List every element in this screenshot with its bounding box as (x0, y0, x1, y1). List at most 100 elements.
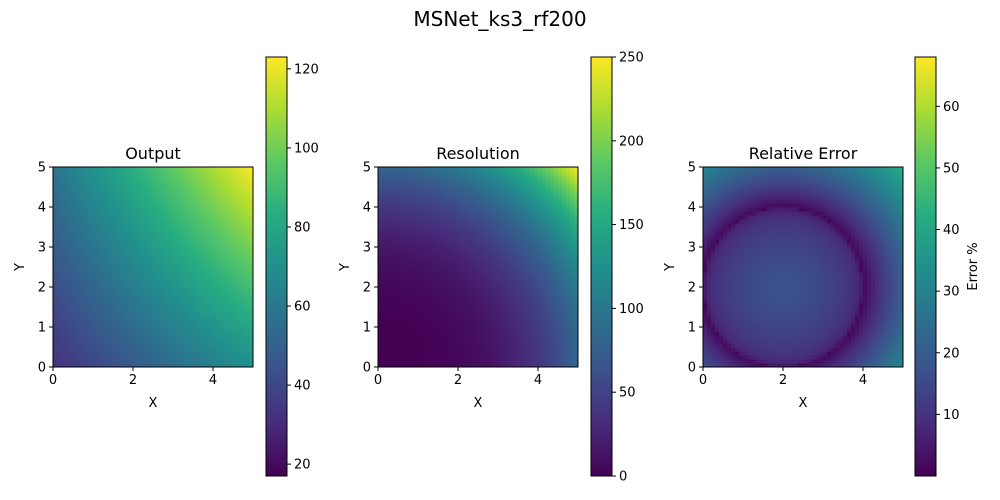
heatmap-cell (221, 183, 226, 188)
heatmap-cell (450, 235, 455, 240)
heatmap-cell (426, 171, 431, 176)
heatmap-cell (161, 271, 166, 276)
heatmap-cell (73, 239, 78, 244)
heatmap-cell (474, 339, 479, 344)
heatmap-cell (402, 343, 407, 348)
heatmap-cell (538, 199, 543, 204)
heatmap-cell (185, 355, 190, 360)
heatmap-cell (89, 259, 94, 264)
heatmap-cell (121, 263, 126, 268)
heatmap-cell (53, 179, 58, 184)
heatmap-cell (217, 219, 222, 224)
heatmap-cell (450, 343, 455, 348)
heatmap-cell (406, 179, 411, 184)
heatmap-cell (221, 255, 226, 260)
heatmap-cell (121, 255, 126, 260)
heatmap-cell (197, 203, 202, 208)
heatmap-cell (105, 219, 110, 224)
heatmap-cell (518, 255, 523, 260)
heatmap-cell (225, 355, 230, 360)
heatmap-cell (402, 363, 407, 368)
heatmap-cell (542, 323, 547, 328)
heatmap-cell (173, 223, 178, 228)
heatmap-cell (121, 259, 126, 264)
heatmap-cell (454, 299, 459, 304)
heatmap-cell (486, 195, 491, 200)
heatmap-cell (474, 359, 479, 364)
heatmap-cell (510, 175, 515, 180)
heatmap-cell (538, 319, 543, 324)
heatmap-cell (169, 187, 174, 192)
heatmap-cell (137, 239, 142, 244)
heatmap-cell (482, 255, 487, 260)
heatmap-cell (566, 255, 571, 260)
heatmap-cell (77, 231, 82, 236)
heatmap-cell (169, 351, 174, 356)
heatmap-cell (422, 291, 427, 296)
heatmap-cell (550, 191, 555, 196)
heatmap-cell (562, 259, 567, 264)
heatmap-cell (446, 311, 451, 316)
heatmap-cell (434, 315, 439, 320)
heatmap-cell (454, 203, 459, 208)
heatmap-cell (149, 251, 154, 256)
heatmap-cell (193, 323, 198, 328)
heatmap-cell (414, 323, 419, 328)
heatmap-cell (97, 267, 102, 272)
heatmap-cell (438, 207, 443, 212)
heatmap-cell (394, 203, 399, 208)
heatmap-cell (165, 179, 170, 184)
heatmap-cell (406, 183, 411, 188)
heatmap-cell (534, 299, 539, 304)
heatmap-cell (93, 283, 98, 288)
heatmap-cell (550, 295, 555, 300)
heatmap-cell (550, 319, 555, 324)
heatmap-cell (153, 199, 158, 204)
heatmap-cell (225, 223, 230, 228)
heatmap-cell (386, 191, 391, 196)
heatmap-cell (221, 323, 226, 328)
heatmap-cell (574, 267, 579, 272)
heatmap-cell (121, 235, 126, 240)
heatmap-cell (97, 219, 102, 224)
heatmap-cell (502, 283, 507, 288)
heatmap-cell (193, 359, 198, 364)
heatmap-cell (149, 167, 154, 172)
heatmap-cell (434, 187, 439, 192)
heatmap-cell (241, 363, 246, 368)
heatmap-cell (510, 251, 515, 256)
heatmap-cell (149, 255, 154, 260)
heatmap-cell (105, 307, 110, 312)
heatmap-cell (57, 311, 62, 316)
heatmap-cell (510, 195, 515, 200)
heatmap-cell (418, 311, 423, 316)
heatmap-cell (69, 263, 74, 268)
heatmap-cell (97, 187, 102, 192)
heatmap-cell (378, 331, 383, 336)
heatmap-cell (430, 231, 435, 236)
heatmap-cell (466, 291, 471, 296)
heatmap-cell (57, 327, 62, 332)
heatmap-cell (494, 191, 499, 196)
heatmap-cell (514, 315, 519, 320)
heatmap-cell (181, 215, 186, 220)
heatmap-cell (145, 263, 150, 268)
heatmap-cell (193, 243, 198, 248)
heatmap-cell (558, 251, 563, 256)
heatmap-cell (121, 335, 126, 340)
heatmap-cell (454, 207, 459, 212)
heatmap-cell (518, 199, 523, 204)
heatmap-cell (458, 295, 463, 300)
heatmap-cell (93, 259, 98, 264)
heatmap-cell (518, 339, 523, 344)
heatmap-cell (438, 267, 443, 272)
heatmap-cell (410, 307, 415, 312)
heatmap-cell (438, 259, 443, 264)
heatmap-cell (506, 311, 511, 316)
heatmap-cell (185, 175, 190, 180)
heatmap-cell (73, 347, 78, 352)
heatmap-cell (181, 291, 186, 296)
heatmap-cell (502, 191, 507, 196)
heatmap-cell (145, 183, 150, 188)
heatmap-cell (442, 195, 447, 200)
